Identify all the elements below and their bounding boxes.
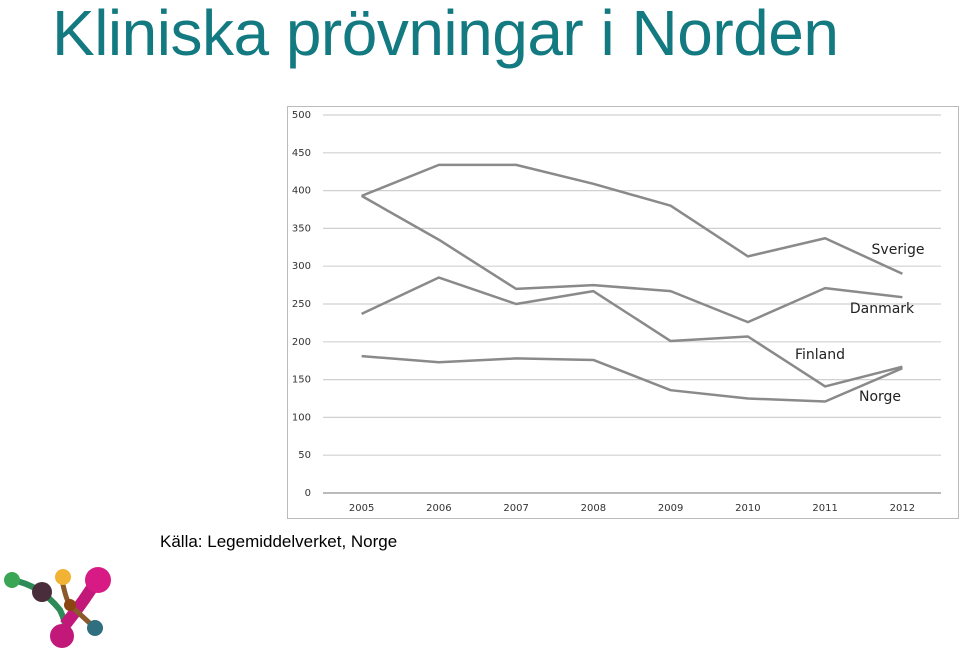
x-tick-label: 2010 [735,503,760,514]
x-tick-label: 2011 [812,503,837,514]
series-label: Norge [859,389,901,405]
y-tick-label: 100 [292,412,311,423]
x-tick-label: 2006 [426,503,451,514]
x-tick-label: 2007 [503,503,528,514]
series-label: Danmark [850,301,915,317]
logo [4,567,111,648]
series-label: Sverige [872,242,925,258]
series-label: Finland [795,347,845,363]
y-tick-label: 350 [292,223,311,234]
x-tick-label: 2005 [349,503,374,514]
x-tick-label: 2008 [581,503,606,514]
source-note: Källa: Legemiddelverket, Norge [160,532,398,551]
series-line [361,276,903,388]
y-tick-label: 400 [292,186,311,197]
chart-frame [287,106,959,519]
y-tick-label: 50 [298,450,311,461]
series-line [361,163,903,275]
y-tick-label: 500 [292,110,311,121]
series-line [361,354,903,403]
y-tick-label: 0 [305,488,311,499]
y-tick-label: 200 [292,337,311,348]
series-line [361,194,903,324]
y-tick-label: 450 [292,148,311,159]
x-tick-label: 2009 [658,503,683,514]
y-tick-label: 300 [292,261,311,272]
y-tick-label: 150 [292,375,311,386]
y-tick-label: 250 [292,299,311,310]
x-tick-label: 2012 [890,503,915,514]
slide-title: Kliniska prövningar i Norden [52,0,839,69]
